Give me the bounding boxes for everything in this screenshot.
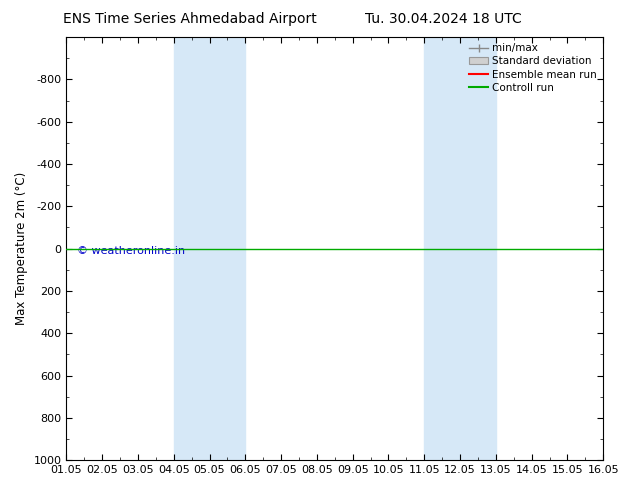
Bar: [174, 37, 245, 460]
Text: Tu. 30.04.2024 18 UTC: Tu. 30.04.2024 18 UTC: [365, 12, 522, 26]
Text: ENS Time Series Ahmedabad Airport: ENS Time Series Ahmedabad Airport: [63, 12, 317, 26]
Bar: [424, 37, 496, 460]
Text: © weatheronline.in: © weatheronline.in: [77, 246, 185, 256]
Legend: min/max, Standard deviation, Ensemble mean run, Controll run: min/max, Standard deviation, Ensemble me…: [465, 39, 601, 97]
Y-axis label: Max Temperature 2m (°C): Max Temperature 2m (°C): [15, 172, 28, 325]
